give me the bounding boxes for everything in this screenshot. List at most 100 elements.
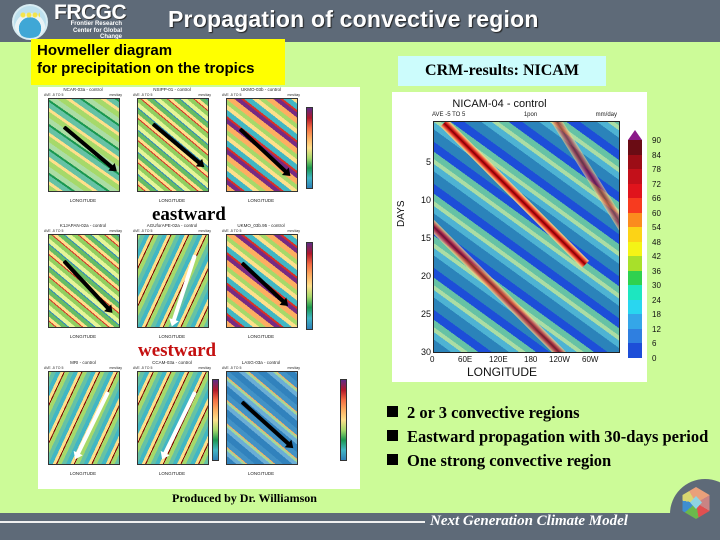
panel-plot [48,371,120,465]
legend-level: 90 [652,136,661,145]
chart-ylabel: DAYS [396,200,407,228]
frcgc-logo: FRCGC Frontier Research Center for Globa… [10,1,127,40]
legend-swatch [628,285,642,300]
eastward-label: eastward [152,204,226,225]
legend-swatch [628,270,642,285]
panel-xlabel: LONGITUDE [158,334,186,339]
credit-text: Produced by Dr. Williamson [172,491,317,505]
findings-list: 2 or 3 convective regions Eastward propa… [385,401,720,473]
bullet-text: One strong convective region [407,451,612,470]
crm-results-label: CRM-results: NICAM [398,56,606,86]
footer-divider [0,521,425,523]
panel-title: UKMO_03b.95 - control [237,223,285,228]
panel-xlabel: LONGITUDE [247,198,275,203]
legend-swatch [628,212,642,227]
chart-xlabel: LONGITUDE [467,365,538,379]
list-item: Eastward propagation with 30-days period [385,425,720,449]
square-bullet-icon [387,454,398,465]
panel-xlabel: LONGITUDE [247,471,275,476]
legend-level: 12 [652,324,661,334]
square-bullet-icon [387,430,398,441]
panel-sub-right: mm/day [287,366,300,370]
panel-plot [137,371,209,465]
xtick: 120W [549,355,570,364]
panel-xlabel: LONGITUDE [158,198,186,203]
header-bar: FRCGC Frontier Research Center for Globa… [0,0,720,42]
legend-level: 36 [652,266,661,276]
panel-xlabel: LONGITUDE [69,471,97,476]
westward-label: westward [138,340,217,361]
ytick: 10 [420,195,431,205]
panel-title: MRI - control [70,360,96,365]
footer-tagline: Next Generation Climate Model [430,513,628,529]
panel-sub-left: AVE -5 TO 5 [133,229,153,233]
legend-level: 24 [652,295,661,305]
panel-title: NSIPP-01 - control [153,87,191,92]
hovmoller-label-line1: Hovmeller diagram [37,42,173,59]
footer-bar: Next Generation Climate Model [0,513,720,540]
legend-level: 60 [652,208,661,218]
panel-sub-right: mm/day [198,93,211,97]
legend-level: 66 [652,194,661,203]
panel-title: LASG-03a - control [241,360,281,365]
precip-band [434,183,568,352]
panel-title: NCAR-03a - control [63,87,103,92]
logo-name: FRCGC [54,1,127,24]
globe-icon [12,4,48,40]
hovmoller-panel: UKMO-03b - control AVE -5 TO 5 mm/day LON… [222,87,300,203]
hovmoller-label: Hovmeller diagram for precipitation on t… [31,39,285,85]
legend-swatch [628,343,642,358]
ytick: 25 [420,309,431,319]
legend-swatch [628,198,642,213]
legend-level: 54 [652,223,661,232]
nicam-chart: NICAM-04 - control AVE -5 TO 5 1pon mm/d… [392,92,661,382]
hovmoller-label-line2: for precipitation on the tropics [37,60,255,77]
panel-title: UKMO-03b - control [240,87,281,92]
legend-swatch [628,154,642,169]
legend-swatch [628,227,642,242]
legend-level: 30 [652,281,661,290]
hovmoller-panel: UKMO_03b.95 - control AVE -5 TO 5 mm/day … [222,223,300,339]
page-title: Propagation of convective region [168,6,539,32]
chart-yticks: 5 10 15 20 25 30 [416,121,431,357]
panel-sub-left: AVE -5 TO 5 [44,229,64,233]
legend-level: 78 [652,165,661,174]
overflow-triangle-icon [628,130,642,140]
chart-title: NICAM-04 - control [452,98,547,110]
list-item: 2 or 3 convective regions [385,401,720,425]
colorbar [212,379,219,461]
hovmoller-panel: LASG-03a - control AVE -5 TO 5 mm/day LON… [222,360,300,476]
legend-swatch [628,256,642,271]
chart-plot-area [433,121,620,353]
xtick: 0 [430,355,435,364]
panel-xlabel: LONGITUDE [69,334,97,339]
colorbar [340,379,347,461]
xtick: 120E [489,355,508,364]
legend-swatch [628,183,642,198]
hovmoller-panel: NCAR-03a - control AVE -5 TO 5 mm/day LON… [44,87,122,203]
xtick: 60E [458,355,473,364]
panel-sub-right: mm/day [198,229,211,233]
legend-swatch [628,328,642,343]
legend-swatch [628,299,642,314]
panel-sub-right: mm/day [109,229,122,233]
legend-level: 42 [652,252,661,261]
legend-swatch [628,140,642,155]
list-item: One strong convective region [385,449,720,473]
hovmoller-panel: AGUforAPE-02a - control AVE -5 TO 5 mm/da… [133,223,211,339]
legend-level: 18 [652,310,661,319]
panel-title: CCAM-03a - control [152,360,192,365]
xtick: 180 [524,355,538,364]
chart-subtitle-left: AVE -5 TO 5 [432,112,466,118]
panel-plot [137,98,209,192]
legend-level: 72 [652,179,661,189]
legend-swatch [628,314,642,329]
legend-level: 6 [652,339,657,348]
legend-swatch [628,169,642,184]
hovmoller-panel: NSIPP-01 - control AVE -5 TO 5 mm/day LON… [133,87,211,203]
colorbar [306,242,313,330]
panel-sub-left: AVE -5 TO 5 [133,93,153,97]
panel-sub-left: AVE -5 TO 5 [222,229,242,233]
ytick: 15 [420,233,431,243]
logo-subtitle: Frontier Research Center for Global Chan… [70,21,122,40]
